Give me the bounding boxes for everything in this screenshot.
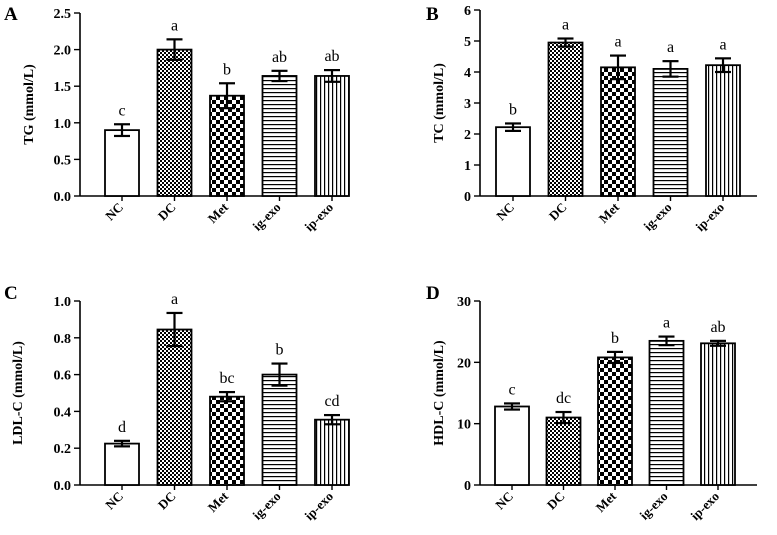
significance-letter: c (118, 102, 125, 119)
bar-ig-exo (261, 75, 298, 197)
bar-met (209, 94, 245, 197)
significance-letter: a (719, 36, 726, 53)
bar-nc (495, 126, 531, 197)
y-tick-label: 5 (464, 35, 471, 50)
panel-letter: A (4, 4, 18, 25)
bar-ip-exo (700, 342, 736, 486)
y-axis-title: TC (mmol/L) (432, 63, 447, 143)
y-tick-label: 1 (464, 159, 471, 174)
bar-met (600, 66, 636, 197)
significance-letter: a (171, 17, 178, 34)
significance-letter: ab (272, 49, 287, 66)
significance-letter: a (562, 17, 569, 34)
chart-panel-a: A 0.0 0.5 1.0 1.5 2.0 2.5 TG (mmol/L) c NC a DC b Met… (4, 4, 350, 235)
bar-met (597, 356, 633, 486)
bar-ig-exo (261, 373, 298, 486)
significance-letter: ab (710, 319, 725, 336)
y-tick-label: 0 (464, 479, 471, 494)
y-tick-label: 0.6 (54, 369, 72, 384)
y-tick-label: 0.2 (54, 442, 72, 457)
y-tick-label: 30 (457, 295, 471, 310)
category-label: Met (205, 488, 232, 515)
bar-nc (104, 129, 140, 197)
y-tick-label: 3 (464, 97, 471, 112)
panel-letter: B (426, 4, 439, 25)
significance-letter: b (509, 101, 517, 118)
y-tick-label: 0 (464, 190, 471, 205)
category-label: ig-exo (250, 200, 284, 234)
significance-letter: bc (219, 370, 234, 387)
y-tick-label: 0.4 (54, 405, 72, 420)
y-tick-label: 1.0 (54, 117, 72, 132)
y-tick-label: 1.5 (54, 80, 72, 95)
category-label: ip-exo (688, 489, 723, 524)
bar-ig-exo (648, 339, 685, 486)
category-label: NC (102, 200, 126, 224)
significance-letter: a (171, 291, 178, 308)
y-tick-label: 2 (464, 128, 471, 143)
bar-met (209, 395, 245, 486)
category-label: NC (102, 489, 126, 513)
y-axis-title: LDL-C (mmol/L) (11, 341, 26, 445)
significance-letter: a (663, 315, 670, 332)
category-label: ip-exo (693, 200, 728, 235)
significance-letter: b (223, 61, 231, 78)
significance-letter: b (611, 330, 619, 347)
category-label: ig-exo (641, 200, 675, 234)
bar-ip-exo (314, 75, 350, 197)
category-label: ip-exo (302, 489, 337, 524)
significance-letter: a (614, 34, 621, 51)
significance-letter: b (276, 342, 284, 359)
category-label: ip-exo (302, 200, 337, 235)
chart-panel-b: B 0 1 2 3 4 5 6 TC (mmol/L) b NC a DC a Met a ig-exo a ip-… (426, 4, 757, 234)
category-label: DC (155, 489, 179, 513)
bar-dc (547, 41, 584, 197)
category-label: Met (593, 488, 620, 515)
y-tick-label: 2.5 (54, 7, 72, 22)
significance-letter: c (508, 381, 515, 398)
bar-ip-exo (314, 418, 350, 486)
y-tick-label: 2.0 (54, 44, 72, 59)
y-tick-label: 6 (464, 4, 471, 19)
chart-panels: A0.00.51.01.52.02.5TG (mmol/L) cNCaDCbMet… (4, 4, 757, 523)
category-label: DC (544, 489, 568, 513)
y-tick-label: 1.0 (54, 295, 72, 310)
y-tick-label: 0.8 (54, 332, 72, 347)
category-label: DC (155, 200, 179, 224)
bar-nc (104, 442, 140, 486)
category-label: Met (205, 199, 232, 226)
chart-panel-d: D 0 10 20 30 HDL-C (mmol/L) c NC dc DC b Met a ig-exo… (426, 283, 757, 523)
y-tick-label: 0.0 (54, 190, 72, 205)
bar-ig-exo (652, 68, 689, 197)
y-tick-label: 10 (457, 418, 471, 433)
category-label: NC (492, 489, 516, 513)
y-tick-label: 0.0 (54, 479, 72, 494)
category-label: NC (493, 200, 517, 224)
significance-letter: a (667, 39, 674, 56)
y-tick-label: 4 (464, 66, 471, 81)
category-label: ig-exo (637, 489, 671, 523)
bar-dc (156, 328, 193, 486)
category-label: ig-exo (250, 489, 284, 523)
bar-ip-exo (705, 64, 741, 197)
significance-letter: d (118, 419, 126, 436)
panel-letter: D (426, 283, 440, 304)
significance-letter: cd (324, 393, 339, 410)
y-axis-title: TG (mmol/L) (22, 64, 37, 145)
y-tick-label: 20 (457, 356, 471, 371)
category-label: DC (546, 200, 570, 224)
y-tick-label: 0.5 (54, 153, 72, 168)
bar-nc (494, 405, 530, 486)
panel-letter: C (4, 283, 18, 304)
significance-letter: dc (556, 390, 571, 407)
bar-dc (545, 416, 582, 486)
y-axis-title: HDL-C (mmol/L) (432, 340, 447, 446)
chart-panel-c: C 0.0 0.2 0.4 0.6 0.8 1.0 LDL-C (mmol/L) d NC a DC b… (4, 283, 350, 524)
category-label: Met (596, 199, 623, 226)
bar-dc (156, 48, 193, 197)
significance-letter: ab (324, 48, 339, 65)
